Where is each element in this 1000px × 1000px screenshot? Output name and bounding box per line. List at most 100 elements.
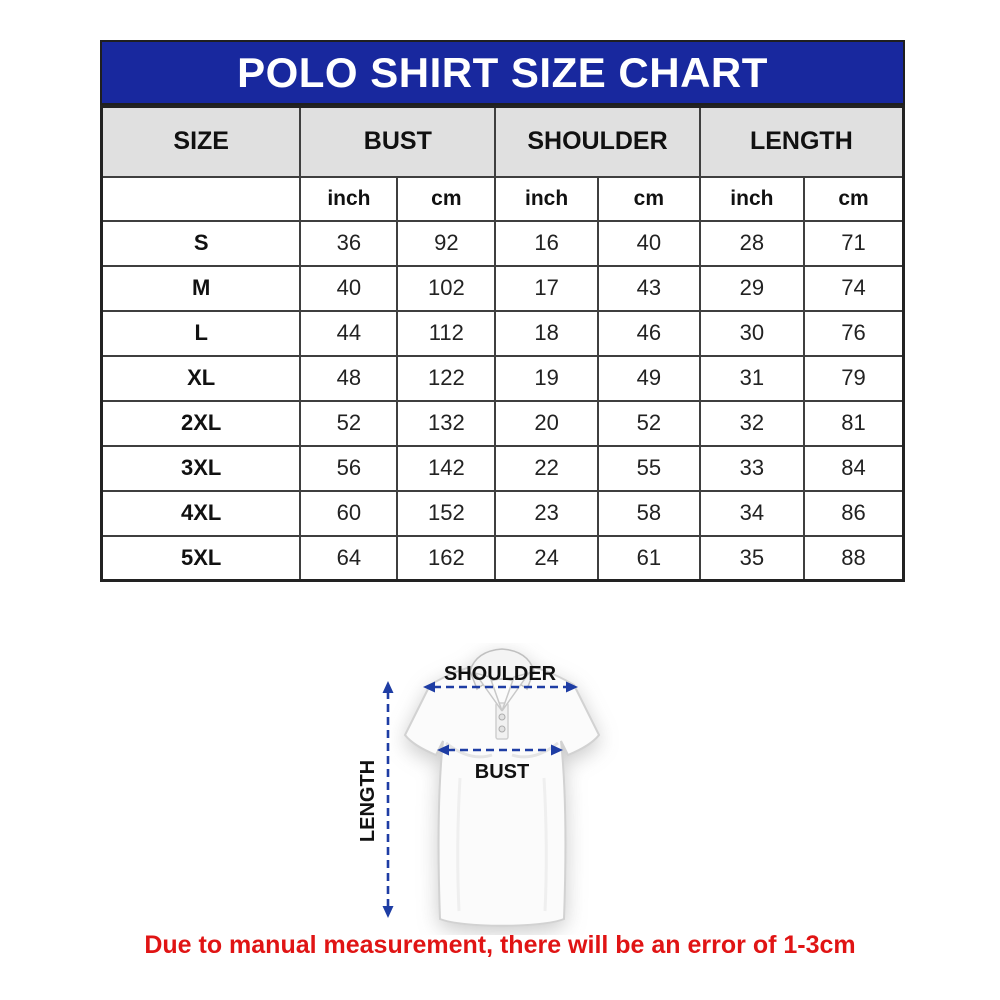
shoulder-inch-cell: 22: [494, 444, 599, 492]
arrow-down-icon: [382, 906, 394, 918]
table-row-3xl: 3XL 56 142 22 55 33 84: [100, 444, 905, 492]
size-cell: L: [100, 309, 302, 357]
bust-cm-cell: 142: [396, 444, 497, 492]
table-header-row: SIZE BUST SHOULDER LENGTH: [100, 105, 905, 178]
arrow-left-icon: [437, 744, 449, 756]
shoulder-inch-cell: 19: [494, 354, 599, 402]
shoulder-inch-cell: 17: [494, 264, 599, 312]
shoulder-cm-cell: 55: [596, 444, 701, 492]
length-label: LENGTH: [357, 760, 379, 842]
left-armpit-crease: [445, 741, 493, 759]
placket: [495, 702, 509, 740]
table-row-m: M 40 102 17 43 29 74: [100, 264, 905, 312]
collar-right-flap: [501, 671, 531, 712]
shoulder-inch-cell: 16: [494, 219, 599, 267]
length-inch-header: inch: [698, 175, 806, 222]
size-table: SIZE BUST SHOULDER LENGTH inch cm inch c…: [100, 105, 905, 582]
length-inch-cell: 31: [698, 354, 806, 402]
bust-inch-header: inch: [299, 175, 399, 222]
shoulder-cm-header: cm: [596, 175, 701, 222]
bust-cm-cell: 122: [396, 354, 497, 402]
bust-cm-cell: 162: [396, 534, 497, 582]
bust-col-header: BUST: [299, 105, 497, 178]
length-cm-cell: 76: [803, 309, 905, 357]
size-cell: 3XL: [100, 444, 302, 492]
shoulder-cm-cell: 49: [596, 354, 701, 402]
shoulder-inch-cell: 24: [494, 534, 599, 582]
shoulder-cm-cell: 46: [596, 309, 701, 357]
size-col-header: SIZE: [100, 105, 302, 178]
size-cell: M: [100, 264, 302, 312]
size-cell: XL: [100, 354, 302, 402]
length-cm-cell: 86: [803, 489, 905, 537]
measurement-diagram: SHOULDER BUST LENGTH: [330, 643, 675, 935]
title-banner: POLO SHIRT SIZE CHART: [100, 40, 905, 105]
bust-inch-cell: 64: [299, 534, 399, 582]
shoulder-inch-cell: 23: [494, 489, 599, 537]
bust-measure-arrow: [437, 744, 563, 756]
length-cm-header: cm: [803, 175, 905, 222]
page-title: POLO SHIRT SIZE CHART: [237, 48, 768, 96]
shoulder-cm-cell: 40: [596, 219, 701, 267]
shoulder-cm-cell: 61: [596, 534, 701, 582]
table-row-5xl: 5XL 64 162 24 61 35 88: [100, 534, 905, 582]
collar-left-flap: [473, 671, 503, 712]
bust-inch-cell: 36: [299, 219, 399, 267]
polo-shirt-diagram-svg: SHOULDER BUST LENGTH: [357, 648, 601, 927]
length-cm-cell: 84: [803, 444, 905, 492]
bust-cm-cell: 112: [396, 309, 497, 357]
shoulder-inch-header: inch: [494, 175, 599, 222]
bust-cm-cell: 132: [396, 399, 497, 447]
length-cm-cell: 81: [803, 399, 905, 447]
bust-inch-cell: 56: [299, 444, 399, 492]
button-top: [498, 713, 506, 721]
length-inch-cell: 30: [698, 309, 806, 357]
table-row-4xl: 4XL 60 152 23 58 34 86: [100, 489, 905, 537]
table-row-l: L 44 112 18 46 30 76: [100, 309, 905, 357]
bust-inch-cell: 48: [299, 354, 399, 402]
length-measure-arrow: [382, 681, 394, 918]
length-col-header: LENGTH: [698, 105, 905, 178]
size-chart-panel: POLO SHIRT SIZE CHART SIZE BUST SHOULDER…: [100, 40, 905, 582]
polo-shirt-graphic: [403, 648, 601, 927]
bust-inch-cell: 60: [299, 489, 399, 537]
bust-inch-cell: 52: [299, 399, 399, 447]
shirt-body: [403, 664, 601, 927]
arrow-right-icon: [566, 681, 578, 693]
bust-inch-cell: 40: [299, 264, 399, 312]
length-inch-cell: 34: [698, 489, 806, 537]
bust-inch-cell: 44: [299, 309, 399, 357]
length-cm-cell: 71: [803, 219, 905, 267]
size-cell: 5XL: [100, 534, 302, 582]
size-cell: 4XL: [100, 489, 302, 537]
arrow-right-icon: [551, 744, 563, 756]
bust-cm-header: cm: [396, 175, 497, 222]
shoulder-label: SHOULDER: [444, 663, 557, 685]
bust-label: BUST: [475, 761, 529, 783]
table-row-s: S 36 92 16 40 28 71: [100, 219, 905, 267]
size-cell: 2XL: [100, 399, 302, 447]
unit-header-row: inch cm inch cm inch cm: [100, 175, 905, 222]
bust-cm-cell: 152: [396, 489, 497, 537]
length-cm-cell: 74: [803, 264, 905, 312]
disclaimer-text: Due to manual measurement, there will be…: [144, 931, 856, 959]
shoulder-col-header: SHOULDER: [494, 105, 701, 178]
table-row-2xl: 2XL 52 132 20 52 32 81: [100, 399, 905, 447]
right-fold-line: [542, 777, 548, 912]
arrow-left-icon: [423, 681, 435, 693]
length-cm-cell: 88: [803, 534, 905, 582]
shoulder-cm-cell: 43: [596, 264, 701, 312]
shoulder-cm-cell: 52: [596, 399, 701, 447]
length-inch-cell: 29: [698, 264, 806, 312]
arrow-up-icon: [382, 681, 394, 693]
unit-spacer-cell: [100, 175, 302, 222]
length-inch-cell: 32: [698, 399, 806, 447]
length-cm-cell: 79: [803, 354, 905, 402]
size-cell: S: [100, 219, 302, 267]
length-inch-cell: 35: [698, 534, 806, 582]
shoulder-inch-cell: 18: [494, 309, 599, 357]
shoulder-inch-cell: 20: [494, 399, 599, 447]
left-fold-line: [456, 777, 462, 912]
shoulder-measure-arrow: [423, 681, 578, 693]
shoulder-cm-cell: 58: [596, 489, 701, 537]
